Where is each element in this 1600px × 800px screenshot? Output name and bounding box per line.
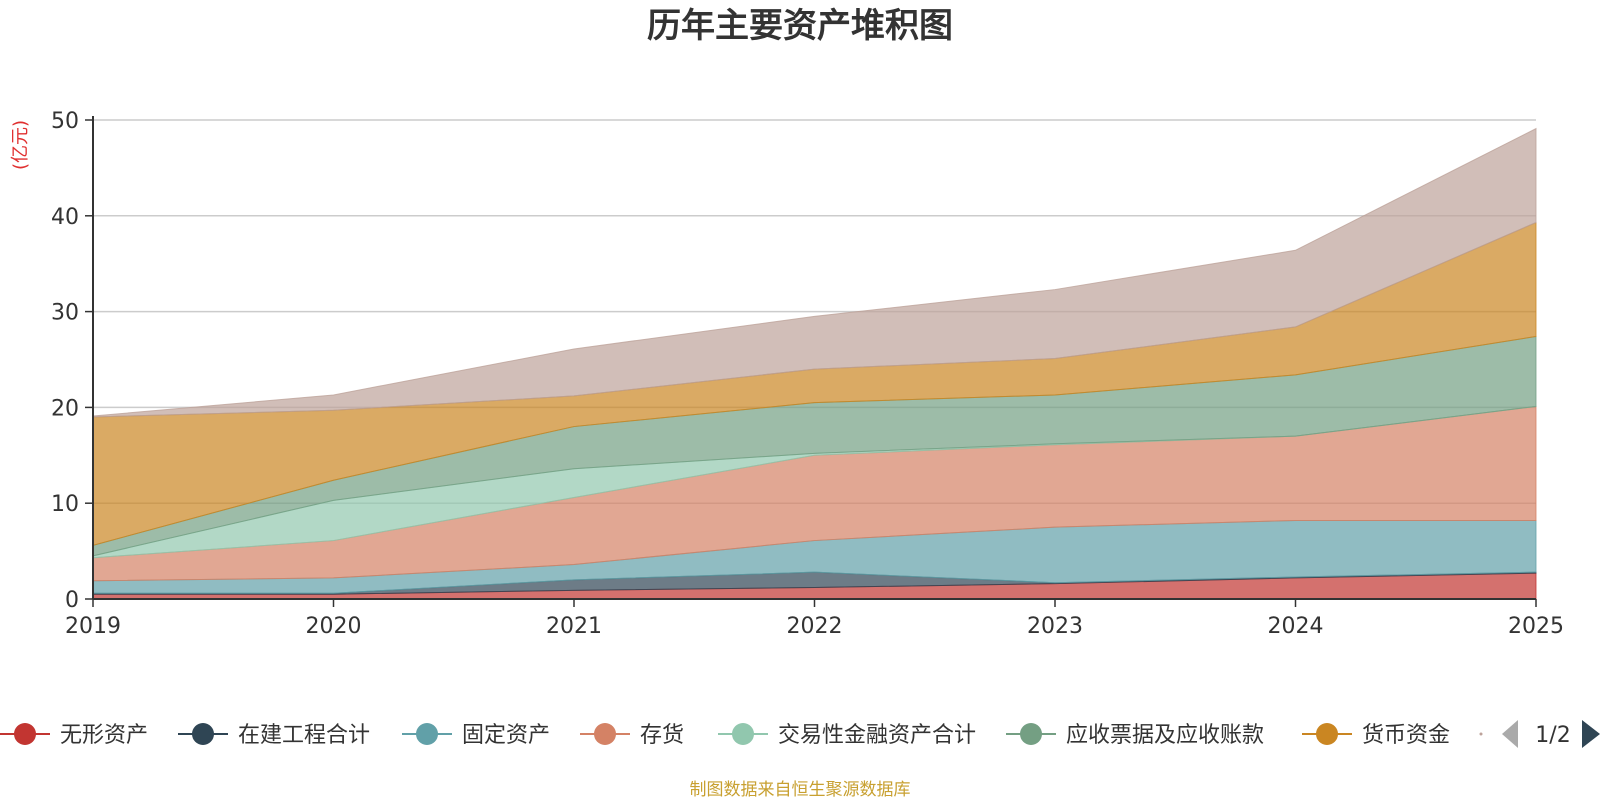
legend-item[interactable]: 无形资产 (0, 723, 148, 748)
legend-label: 存货 (640, 723, 684, 748)
legend-label: 货币资金 (1362, 723, 1450, 748)
y-tick-label: 40 (51, 205, 79, 230)
legend-item[interactable]: 在建工程合计 (178, 723, 370, 748)
y-axis-unit: (亿元) (10, 120, 31, 170)
legend-item[interactable]: 存货 (580, 723, 684, 748)
x-tick-label: 2024 (1268, 614, 1324, 639)
legend-label: 无形资产 (60, 723, 148, 748)
y-tick-label: 50 (51, 109, 79, 134)
axes: 0 10 20 30 40 50 2019 2020 2021 2022 2023 2024 2025 (51, 109, 1564, 639)
chart-title: 历年主要资产堆积图 (647, 6, 953, 46)
legend: 无形资产 在建工程合计 固定资产 存货 交易性金融资产合计 应收票据及应收账款 货币资金 (0, 723, 1483, 748)
x-tick-label: 2025 (1508, 614, 1564, 639)
legend-label: 应收票据及应收账款 (1066, 723, 1264, 748)
data-source-note: 制图数据来自恒生聚源数据库 (690, 780, 911, 800)
legend-item[interactable]: 货币资金 (1302, 723, 1450, 748)
x-tick-label: 2020 (306, 614, 362, 639)
x-tick-label: 2023 (1027, 614, 1083, 639)
legend-marker (416, 723, 438, 745)
legend-item[interactable]: 交易性金融资产合计 (718, 723, 976, 748)
legend-marker (1316, 723, 1338, 745)
legend-marker (14, 723, 36, 745)
x-tick-label: 2019 (65, 614, 121, 639)
x-tick-label: 2021 (546, 614, 602, 639)
legend-label: 交易性金融资产合计 (778, 723, 976, 748)
area-series (92, 127, 1537, 600)
area-其他 (92, 127, 1537, 418)
legend-item[interactable]: 应收票据及应收账款 (1006, 723, 1264, 748)
legend-label: 在建工程合计 (238, 723, 370, 748)
legend-item[interactable]: 固定资产 (402, 723, 550, 748)
y-tick-label: 20 (51, 396, 79, 421)
y-tick-label: 0 (65, 588, 79, 613)
legend-prev-icon[interactable] (1502, 720, 1518, 748)
legend-marker (594, 723, 616, 745)
y-tick-label: 30 (51, 301, 79, 326)
legend-marker (1020, 723, 1042, 745)
legend-marker (732, 723, 754, 745)
legend-label: 固定资产 (462, 723, 550, 748)
legend-next-icon[interactable] (1582, 720, 1600, 748)
legend-page-indicator: 1/2 (1535, 723, 1570, 748)
legend-marker (192, 723, 214, 745)
legend-overflow-dot (1479, 732, 1483, 736)
legend-pager: 1/2 (1502, 720, 1600, 748)
y-tick-label: 10 (51, 492, 79, 517)
x-tick-label: 2022 (787, 614, 843, 639)
